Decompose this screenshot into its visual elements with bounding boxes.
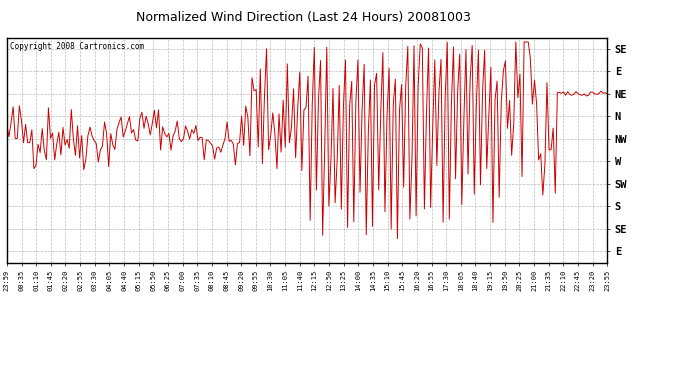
Text: Normalized Wind Direction (Last 24 Hours) 20081003: Normalized Wind Direction (Last 24 Hours… [136, 11, 471, 24]
Text: Copyright 2008 Cartronics.com: Copyright 2008 Cartronics.com [10, 42, 144, 51]
